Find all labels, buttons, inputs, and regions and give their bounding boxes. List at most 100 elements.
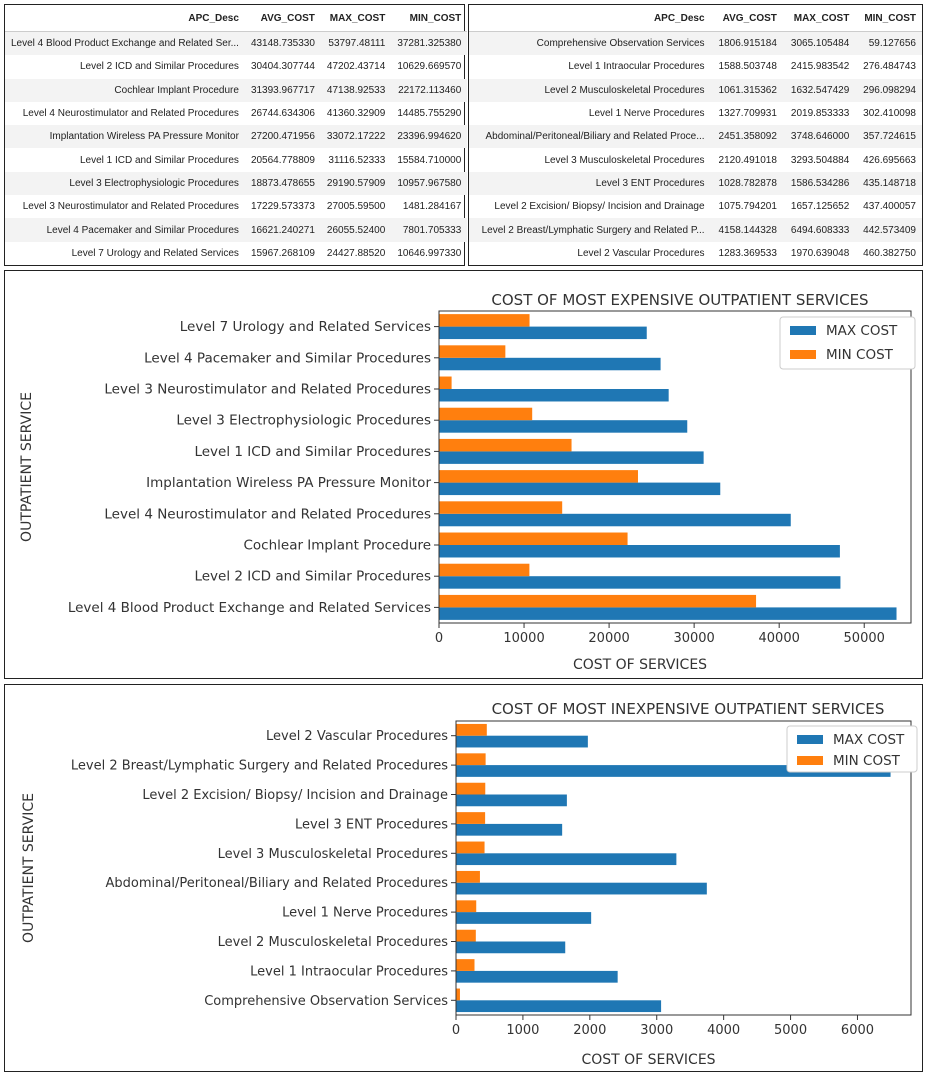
cost-cell: 33072.17222	[320, 125, 392, 149]
bar-min-cost	[439, 438, 572, 452]
cost-cell: 426.695663	[863, 154, 916, 166]
bar-max-cost	[439, 420, 688, 433]
chart-svg: Level 4 Blood Product Exchange and Relat…	[19, 291, 916, 673]
cost-cell: 30404.307744	[250, 61, 315, 73]
y-axis-label: OUTPATIENT SERVICE	[21, 793, 37, 943]
plot-frame	[438, 310, 912, 624]
chart-most-expensive: Level 4 Blood Product Exchange and Relat…	[4, 270, 923, 679]
bar-max-cost	[456, 823, 563, 836]
cost-cell: 7801.705333	[391, 218, 468, 242]
service-name-cell: Level 2 Musculoskeletal Procedures	[469, 78, 711, 102]
cost-cell: 10646.997330	[397, 247, 462, 259]
bar-min-cost	[439, 407, 533, 421]
table-header-row: APC_Desc AVG_COST MAX_COST MIN_COST	[469, 5, 922, 32]
cost-cell: 3065.105484	[782, 31, 856, 56]
x-tick-label: 40000	[759, 631, 800, 646]
bar-max-cost	[439, 389, 669, 402]
service-name-cell: Level 2 Excision/ Biopsy/ Incision and D…	[494, 201, 705, 213]
bar-min-cost	[456, 959, 475, 971]
x-tick-label: 0	[435, 631, 443, 646]
cost-cell: 47138.92533	[320, 78, 392, 102]
table-row: Level 4 Pacemaker and Similar Procedures…	[5, 218, 468, 242]
service-name-cell: Level 3 Electrophysiologic Procedures	[5, 171, 245, 196]
table-row: Level 3 Musculoskeletal Procedures 2120.4…	[469, 148, 922, 171]
column-header: APC_Desc	[5, 5, 245, 32]
table-header-row: APC_Desc AVG_COST MAX_COST MIN_COST	[5, 5, 468, 32]
category-label: Level 3 Neurostimulator and Related Proc…	[104, 382, 431, 398]
bar-max-cost	[456, 794, 567, 807]
bar-min-cost	[456, 812, 486, 824]
x-tick-label: 5000	[774, 1023, 807, 1038]
bar-min-cost	[439, 345, 506, 358]
category-label: Level 1 ICD and Similar Procedures	[194, 444, 431, 460]
bar-max-cost	[439, 357, 661, 371]
bar-max-cost	[439, 326, 647, 340]
x-tick-label: 50000	[844, 631, 885, 646]
bar-max-cost	[456, 912, 592, 924]
table-row: Level 7 Urology and Related Services 1596…	[5, 242, 467, 265]
bar-max-cost	[456, 1000, 662, 1013]
x-tick-label: 0	[452, 1023, 460, 1038]
cost-cell: 1075.794201	[718, 201, 777, 213]
cost-cell: 6494.608333	[782, 218, 856, 242]
legend-swatch-min	[797, 756, 823, 765]
x-tick-label: 6000	[841, 1023, 874, 1038]
bar-max-cost	[439, 513, 791, 527]
service-name-cell: Level 1 Nerve Procedures	[588, 108, 705, 120]
cost-cell: 17229.573373	[250, 201, 315, 213]
chart-most-inexpensive: Comprehensive Observation Services Level …	[4, 684, 923, 1072]
cost-cell: 31393.967717	[244, 78, 321, 102]
cost-cell: 1283.369533	[718, 247, 777, 259]
category-label: Cochlear Implant Procedure	[243, 538, 431, 554]
bar-max-cost	[439, 482, 721, 496]
bar-max-cost	[439, 607, 897, 620]
category-label: Level 2 Excision/ Biopsy/ Incision and D…	[142, 788, 448, 803]
data-table: APC_Desc AVG_COST MAX_COST MIN_COST Leve…	[5, 5, 468, 265]
column-header: MIN_COST	[855, 5, 922, 32]
service-name-cell: Level 3 Musculoskeletal Procedures	[544, 154, 705, 166]
x-axis-label: COST OF SERVICES	[573, 657, 707, 673]
x-tick-label: 10000	[503, 631, 544, 646]
legend-label: MAX COST	[826, 323, 898, 339]
cost-cell: 37281.325380	[391, 31, 468, 56]
category-label: Level 3 ENT Procedures	[295, 817, 448, 832]
y-axis-label: OUTPATIENT SERVICE	[19, 392, 35, 542]
bar-max-cost	[456, 735, 588, 748]
cost-cell: 22172.113460	[391, 78, 468, 102]
category-label: Level 1 Intraocular Procedures	[250, 964, 448, 979]
legend-label: MIN COST	[826, 347, 894, 363]
cost-cell: 1327.709931	[718, 108, 777, 120]
cost-cell: 302.410098	[863, 108, 916, 120]
x-tick-label: 2000	[573, 1023, 606, 1038]
bar-max-cost	[439, 576, 841, 589]
cost-cell: 10629.669570	[397, 61, 462, 73]
chart-title: COST OF MOST INEXPENSIVE OUTPATIENT SERV…	[492, 700, 885, 718]
table-most-inexpensive: APC_Desc AVG_COST MAX_COST MIN_COST Comp…	[468, 4, 923, 266]
cost-cell: 1586.534286	[782, 171, 856, 196]
bar-max-cost	[456, 853, 677, 866]
service-name-cell: Cochlear Implant Procedure	[5, 78, 245, 102]
cost-cell: 1657.125652	[790, 201, 850, 213]
column-header: AVG_COST	[710, 5, 783, 32]
bar-min-cost	[456, 782, 486, 795]
x-tick-label: 20000	[588, 631, 629, 646]
category-label: Level 4 Blood Product Exchange and Relat…	[68, 600, 431, 616]
cost-cell: 1632.547429	[782, 78, 856, 102]
bar-max-cost	[456, 765, 891, 777]
category-label: Level 3 Musculoskeletal Procedures	[218, 847, 449, 862]
service-name-cell: Level 4 Blood Product Exchange and Relat…	[5, 31, 245, 56]
bar-max-cost	[456, 941, 566, 954]
table-row: Comprehensive Observation Services 1806.9…	[469, 31, 922, 56]
cost-cell: 1028.782878	[710, 171, 783, 196]
service-name-cell: Level 2 Vascular Procedures	[577, 247, 705, 259]
data-table: APC_Desc AVG_COST MAX_COST MIN_COST Comp…	[469, 5, 922, 265]
bar-min-cost	[456, 900, 477, 913]
column-header: APC_Desc	[469, 5, 711, 32]
cost-cell: 2019.853333	[790, 108, 850, 120]
cost-cell: 357.724615	[855, 125, 922, 149]
bar-min-cost	[456, 929, 476, 942]
cost-cell: 437.400057	[863, 201, 916, 213]
bar-max-cost	[439, 545, 840, 558]
category-label: Implantation Wireless PA Pressure Monito…	[146, 475, 431, 491]
cost-cell: 26744.634306	[250, 108, 315, 120]
